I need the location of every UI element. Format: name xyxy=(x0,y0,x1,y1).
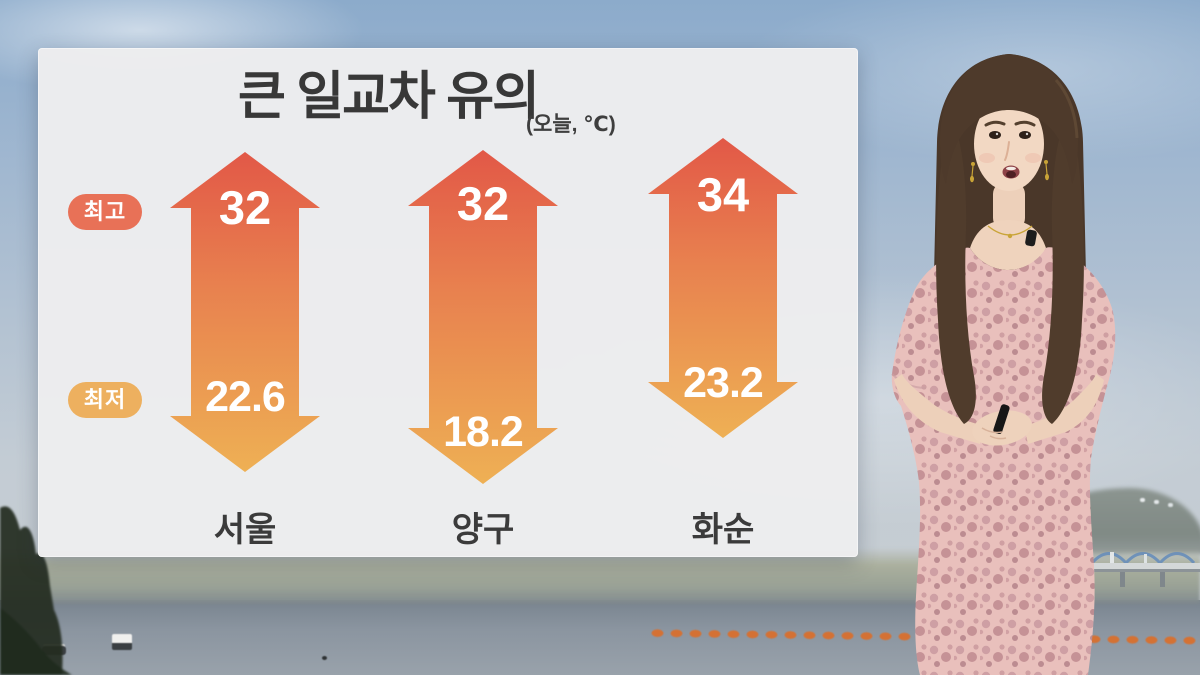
nose xyxy=(1004,141,1010,161)
high-temp-value: 32 xyxy=(218,181,272,234)
high-temp-value: 32 xyxy=(456,177,510,230)
temp-column-hwasun: 34 23.2 화순 xyxy=(648,138,798,549)
presenter-clicker xyxy=(993,404,1010,435)
tree-silhouette xyxy=(0,506,72,675)
city-label: 양구 xyxy=(451,511,515,549)
eye xyxy=(1019,131,1031,139)
double-arrow-icon xyxy=(408,150,558,484)
chart-title: 큰 일교차 유의 xyxy=(238,68,540,126)
earring xyxy=(970,162,975,183)
left-forearm xyxy=(894,374,984,444)
temp-column-yanggu: 32 18.2 양구 xyxy=(408,150,558,549)
hair-lock-right xyxy=(1042,130,1084,424)
boat xyxy=(112,634,132,650)
eye xyxy=(989,131,1001,139)
high-legend-badge: 최고 xyxy=(68,194,142,230)
eyebrows xyxy=(984,120,1036,127)
temp-column-seoul: 32 22.6 서울 xyxy=(170,152,320,549)
low-legend-badge: 최저 xyxy=(68,382,142,418)
low-temp-value: 23.2 xyxy=(683,359,764,407)
small-buoy xyxy=(322,656,327,660)
chart-unit-label: (오늘, ℃) xyxy=(526,113,616,136)
earring xyxy=(1044,160,1049,181)
low-temp-value: 18.2 xyxy=(443,408,524,456)
high-temp-value: 34 xyxy=(696,168,750,221)
city-label: 서울 xyxy=(213,511,277,549)
clip-mic xyxy=(1025,229,1037,247)
hair-top xyxy=(940,54,1078,184)
hilltop-buildings xyxy=(1140,498,1145,502)
neck xyxy=(993,182,1025,230)
low-temp-value: 22.6 xyxy=(205,373,286,421)
hair-lock-left xyxy=(936,130,976,424)
double-arrow-icon xyxy=(170,152,320,472)
weather-chart-panel: 큰 일교차 유의 (오늘, ℃) 최고 최저 32 22.6 서울 xyxy=(38,48,858,557)
right-forearm xyxy=(1024,374,1104,444)
weather-presenter xyxy=(891,54,1116,675)
double-arrow-icon xyxy=(648,138,798,438)
city-label: 화순 xyxy=(691,511,755,549)
